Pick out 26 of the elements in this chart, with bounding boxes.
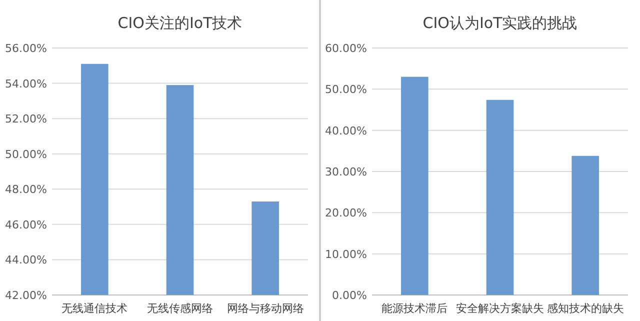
bar [401, 76, 428, 295]
x-tick-label: 安全解决方案缺失 [456, 302, 544, 315]
x-tick-label: 无线通信技术 [62, 302, 128, 315]
y-tick-label: 0.00% [332, 289, 367, 302]
y-tick-label: 50.00% [5, 148, 47, 161]
x-tick-label: 能源技术滞后 [382, 302, 448, 315]
y-tick-label: 52.00% [5, 112, 47, 126]
y-tick-label: 60.00% [325, 42, 367, 55]
x-tick-label: 网络与移动网络 [226, 302, 304, 315]
y-tick-label: 56.00% [5, 42, 47, 55]
bar [572, 156, 599, 295]
y-tick-label: 46.00% [5, 218, 47, 232]
y-tick-label: 30.00% [325, 166, 367, 178]
x-tick-label: 感知技术的缺失 [546, 302, 624, 315]
y-tick-label: 40.00% [325, 124, 367, 138]
y-tick-label: 20.00% [325, 206, 367, 220]
x-tick-label: 无线传感网络 [147, 302, 213, 315]
y-tick-label: 10.00% [325, 248, 367, 261]
y-tick-label: 54.00% [5, 77, 47, 90]
y-tick-label: 42.00% [5, 289, 47, 302]
y-tick-label: 50.00% [325, 83, 367, 96]
y-tick-label: 44.00% [5, 254, 47, 267]
chart-title: CIO关注的IoT技术 [118, 14, 242, 32]
y-tick-label: 48.00% [5, 183, 47, 196]
chart-title: CIO认为IoT实践的挑战 [422, 14, 578, 32]
bar [486, 100, 514, 295]
